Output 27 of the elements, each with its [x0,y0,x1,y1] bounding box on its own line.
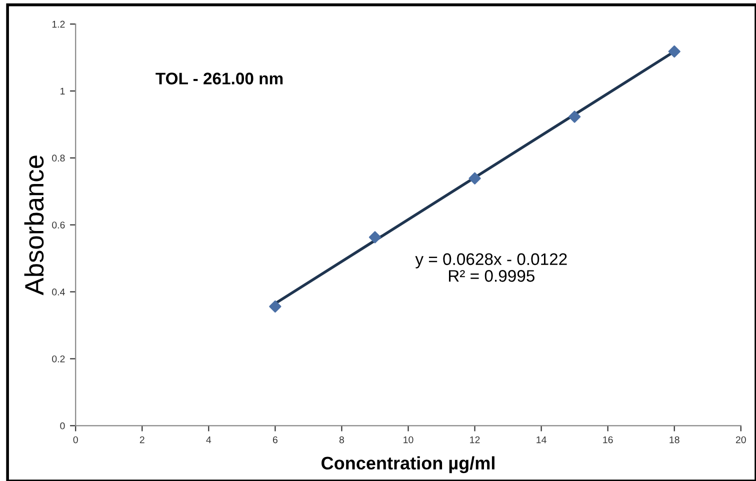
x-tick-label: 0 [73,436,78,444]
y-tick-label: 0.6 [52,222,65,228]
x-tick-label: 20 [736,436,746,444]
x-tick-label: 10 [404,436,414,444]
point [468,172,481,184]
y-tick-label: 0.2 [52,355,65,362]
y-tick-label: 1 [60,88,65,95]
y-tick-label: 0.4 [52,288,65,296]
x-tick-label: 8 [339,436,344,444]
point [269,300,282,313]
x-tick-label: 2 [140,436,144,444]
y-axis-title: Absorbance [24,156,44,296]
y-tick-label: 0.8 [52,154,65,162]
x-tick-label: 16 [603,436,613,444]
y-tick-label: 0 [60,422,65,430]
point [368,231,382,244]
x-tick-label: 6 [272,436,278,444]
x-tick-label: 14 [536,436,546,444]
text: TOL - 261.00 nm [156,72,283,84]
x-tick-label: 18 [670,436,680,444]
point [668,45,680,58]
annotation: y = 0.0628x - 0.0122 R² = 0.9995 [415,253,567,282]
point [568,110,581,123]
x-tick-label: 4 [206,436,212,444]
y-tick-label: 1.2 [52,20,65,28]
x-axis-title: Concentration µg/ml [322,456,494,474]
x-tick-label: 12 [470,436,480,444]
